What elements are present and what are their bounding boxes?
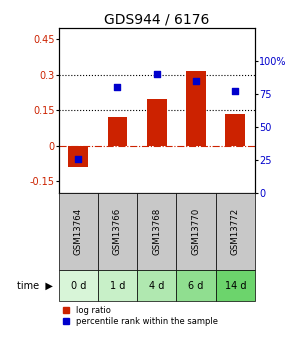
Text: 6 d: 6 d bbox=[188, 281, 204, 290]
Point bbox=[76, 156, 81, 161]
Bar bbox=[147, 99, 166, 146]
Text: 4 d: 4 d bbox=[149, 281, 164, 290]
Text: GSM13772: GSM13772 bbox=[231, 208, 240, 255]
Bar bbox=[216, 193, 255, 270]
Bar bbox=[98, 193, 137, 270]
Title: GDS944 / 6176: GDS944 / 6176 bbox=[104, 12, 209, 27]
Bar bbox=[108, 118, 127, 146]
Bar bbox=[216, 270, 255, 301]
Bar bbox=[176, 270, 216, 301]
Point bbox=[115, 85, 120, 90]
Bar bbox=[137, 270, 176, 301]
Bar bbox=[59, 193, 98, 270]
Bar bbox=[68, 146, 88, 167]
Bar bbox=[226, 114, 245, 146]
Text: GSM13768: GSM13768 bbox=[152, 208, 161, 255]
Bar bbox=[176, 193, 216, 270]
Point bbox=[154, 71, 159, 77]
Bar bbox=[98, 270, 137, 301]
Text: 14 d: 14 d bbox=[224, 281, 246, 290]
Text: 0 d: 0 d bbox=[71, 281, 86, 290]
Bar bbox=[59, 270, 98, 301]
Bar bbox=[137, 193, 176, 270]
Point bbox=[233, 88, 238, 94]
Bar bbox=[186, 71, 206, 146]
Text: GSM13766: GSM13766 bbox=[113, 208, 122, 255]
Text: GSM13770: GSM13770 bbox=[192, 208, 200, 255]
Text: 1 d: 1 d bbox=[110, 281, 125, 290]
Point bbox=[194, 78, 198, 83]
Text: GSM13764: GSM13764 bbox=[74, 208, 83, 255]
Text: time  ▶: time ▶ bbox=[17, 281, 53, 290]
Legend: log ratio, percentile rank within the sample: log ratio, percentile rank within the sa… bbox=[63, 306, 218, 326]
